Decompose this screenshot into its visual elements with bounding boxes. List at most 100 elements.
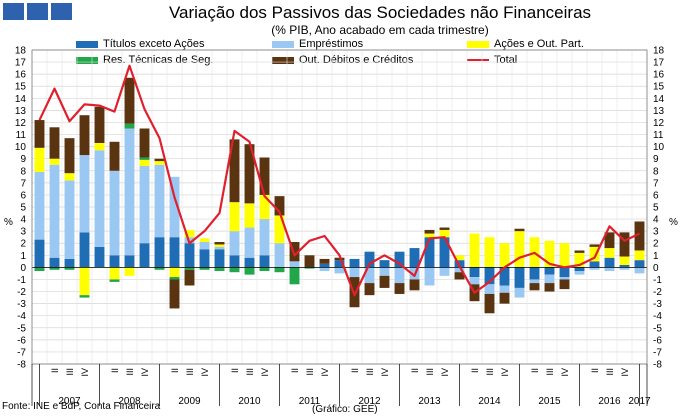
bar-segment-4-2016Q2 — [589, 244, 600, 247]
bar-segment-2-2011Q1 — [274, 215, 285, 244]
bar-segment-2-2008Q2 — [109, 267, 120, 280]
bar-segment-0-2013Q2 — [409, 248, 420, 268]
legend-swatch — [467, 40, 489, 48]
bar-segment-0-2009Q3 — [184, 243, 195, 268]
y-tick-label-right: 13 — [653, 106, 665, 117]
bar-segment-4-2008Q2 — [109, 141, 120, 171]
y-tick-label-left: -6 — [17, 335, 26, 346]
bar-segment-4-2014Q4 — [499, 292, 510, 304]
y-tick-label-left: 17 — [15, 58, 27, 69]
bar-segment-4-2007Q3 — [64, 138, 75, 174]
bar-segment-4-2013Q4 — [439, 227, 450, 230]
x-tick-label-quarter: II — [590, 368, 600, 373]
bar-segment-3-2008Q4 — [139, 157, 150, 160]
x-tick-label-quarter: III — [365, 368, 375, 376]
y-tick-label-right: 17 — [653, 58, 665, 69]
bar-segment-3-2010Q4 — [259, 267, 270, 272]
bar-segment-4-2016Q1 — [574, 250, 585, 253]
bar-segment-2-2016Q2 — [589, 246, 600, 262]
bar-segment-4-2015Q4 — [559, 279, 570, 290]
bar-segment-0-2010Q4 — [259, 255, 270, 268]
y-tick-label-left: -1 — [17, 275, 26, 286]
bar-segment-1-2007Q1 — [34, 171, 45, 240]
x-tick-label-quarter: II — [350, 368, 360, 373]
bar-segment-1-2014Q3 — [484, 284, 495, 294]
y-tick-label-right: 0 — [653, 263, 659, 274]
y-tick-label-left: 6 — [20, 190, 26, 201]
x-tick-label-quarter: IV — [320, 368, 330, 377]
bar-segment-0-2017Q1 — [634, 260, 645, 268]
bar-segment-0-2014Q4 — [499, 267, 510, 286]
x-tick-label-quarter: IV — [260, 368, 270, 377]
bar-segment-3-2009Q2 — [169, 277, 180, 280]
bar-segment-2-2014Q3 — [484, 237, 495, 268]
y-tick-label-right: 14 — [653, 94, 665, 105]
bar-segment-1-2015Q4 — [559, 277, 570, 280]
bar-segment-1-2012Q4 — [379, 267, 390, 276]
bar-segment-4-2016Q3 — [604, 232, 615, 249]
bar-segment-2-2014Q2 — [469, 233, 480, 268]
y-tick-label-right: 3 — [653, 227, 659, 238]
y-tick-label-left: 11 — [16, 130, 27, 141]
bar-segment-3-2007Q2 — [49, 267, 60, 270]
x-tick-label-quarter: IV — [560, 368, 570, 377]
y-tick-label-left: 13 — [15, 106, 27, 117]
bar-segment-4-2012Q3 — [364, 283, 375, 296]
bar-segment-1-2008Q4 — [139, 165, 150, 244]
bar-segment-2-2008Q3 — [124, 267, 135, 276]
bar-segment-0-2009Q2 — [169, 237, 180, 268]
bar-segment-4-2009Q3 — [184, 269, 195, 286]
bar-segment-2-2008Q1 — [94, 142, 105, 151]
bar-segment-0-2010Q1 — [214, 249, 225, 268]
bar-segment-0-2012Q2 — [349, 258, 360, 268]
legend-item-emprestimos: Empréstimos — [272, 38, 363, 50]
bar-segment-1-2011Q2 — [289, 261, 300, 268]
y-tick-label-right: 1 — [653, 251, 659, 262]
y-tick-label-left: 4 — [20, 215, 26, 226]
y-tick-label-right: 12 — [653, 118, 665, 129]
bar-segment-1-2009Q1 — [154, 164, 165, 238]
y-tick-label-left: 14 — [15, 94, 27, 105]
x-tick-label-year: 2008 — [118, 396, 141, 407]
legend-label: Empréstimos — [299, 38, 364, 50]
bar-segment-4-2015Q1 — [514, 228, 525, 232]
x-tick-label-quarter: III — [65, 368, 75, 376]
x-tick-label-year: 2010 — [238, 396, 261, 407]
legend-label: Out. Débitos e Créditos — [299, 54, 414, 66]
legend-item-out-debitos: Out. Débitos e Créditos — [272, 54, 413, 66]
bar-segment-4-2009Q2 — [169, 279, 180, 309]
bar-segment-3-2009Q4 — [199, 267, 210, 270]
bar-segment-0-2015Q1 — [514, 267, 525, 288]
bar-segment-2-2009Q3 — [184, 229, 195, 238]
bar-segment-1-2015Q1 — [514, 287, 525, 298]
x-tick-label-year: 2009 — [178, 396, 201, 407]
legend-swatch — [76, 40, 98, 48]
bar-segment-2-2010Q1 — [214, 244, 225, 247]
brand-logo — [3, 3, 72, 20]
y-tick-label-right: -7 — [653, 347, 662, 358]
bar-segment-1-2009Q2 — [169, 176, 180, 238]
x-tick-label-quarter: IV — [80, 368, 90, 377]
bar-segment-2-2016Q4 — [619, 256, 630, 265]
bar-segment-3-2007Q1 — [34, 267, 45, 272]
x-tick-label-year: 2013 — [418, 396, 441, 407]
y-tick-label-left: 3 — [20, 227, 26, 238]
y-tick-label-left: -2 — [17, 287, 26, 298]
bar-segment-4-2011Q4 — [319, 258, 330, 264]
bar-segment-0-2010Q2 — [229, 255, 240, 268]
bar-segment-4-2011Q3 — [304, 255, 315, 268]
bar-segment-1-2016Q2 — [589, 267, 600, 270]
bar-segment-4-2010Q4 — [259, 157, 270, 195]
x-tick-label-quarter: II — [470, 368, 480, 373]
bar-segment-4-2008Q4 — [139, 128, 150, 158]
total-line — [38, 64, 640, 297]
bar-segment-2-2009Q1 — [154, 161, 165, 165]
bar-segment-0-2014Q2 — [469, 267, 480, 278]
bar-segment-1-2014Q2 — [469, 277, 480, 285]
bar-segment-2-2015Q3 — [544, 240, 555, 268]
bar-segment-1-2011Q4 — [319, 267, 330, 272]
bar-segment-1-2012Q1 — [334, 267, 345, 274]
y-axis-label-right: % — [669, 217, 678, 228]
bar-segment-1-2016Q4 — [619, 267, 630, 270]
